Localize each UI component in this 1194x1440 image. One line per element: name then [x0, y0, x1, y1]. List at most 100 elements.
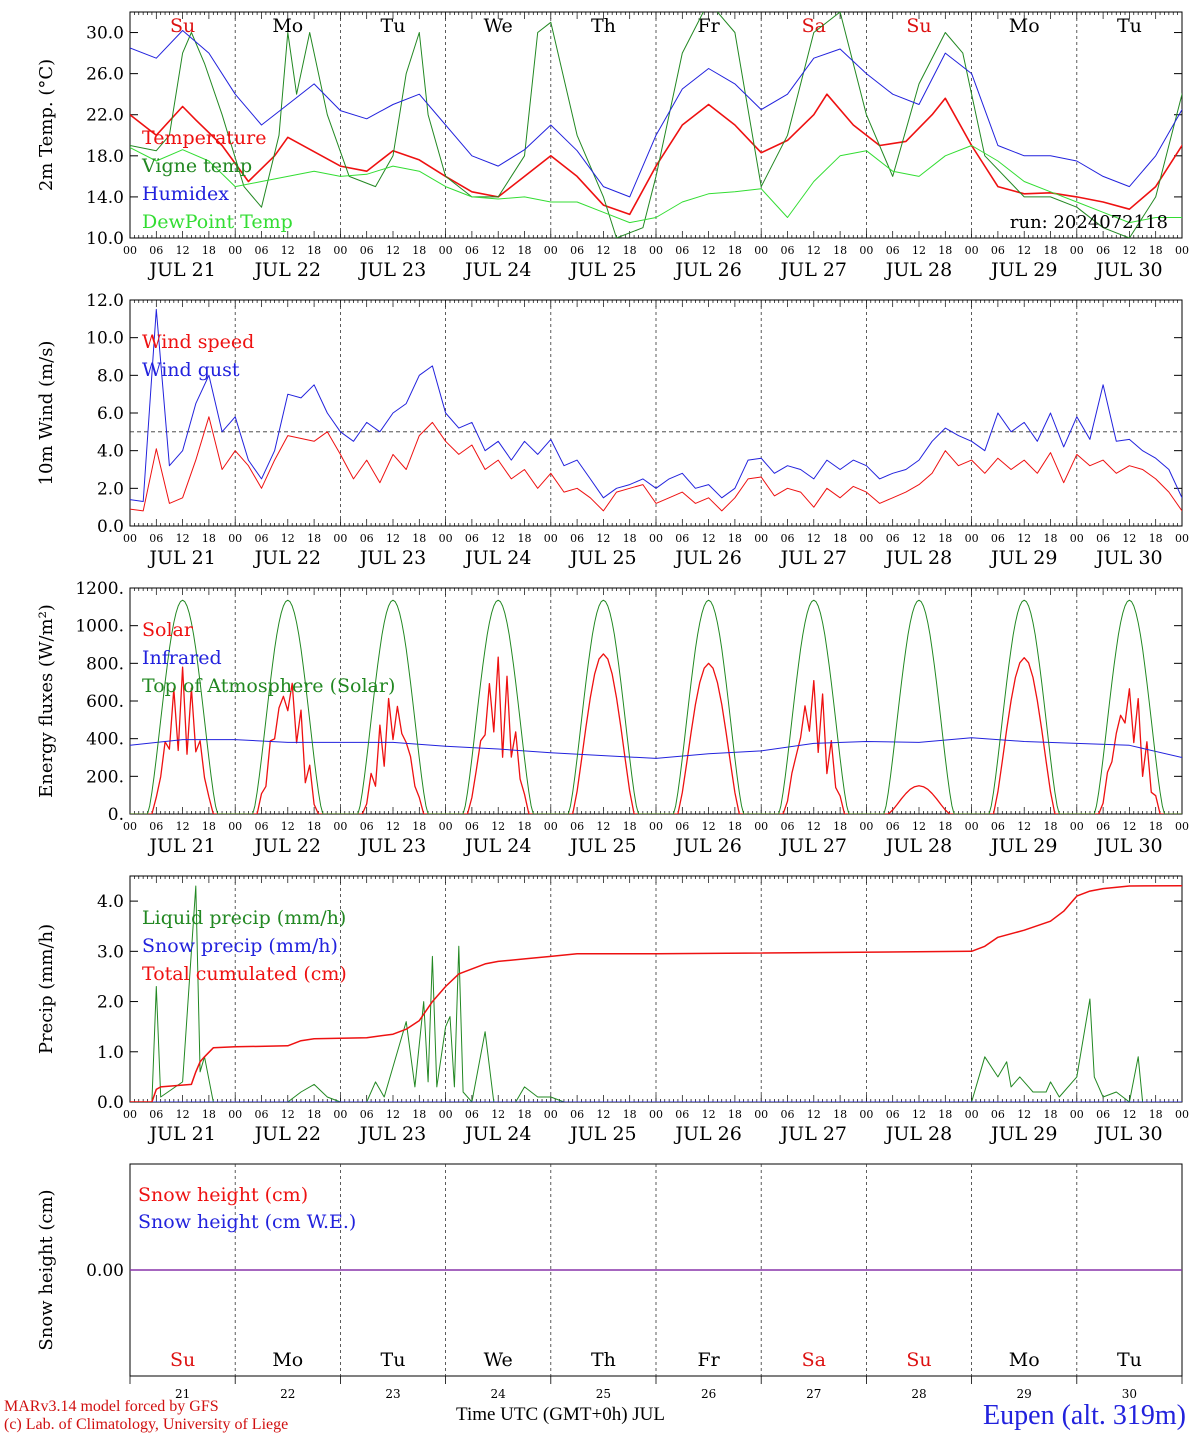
hour-tick-label: 18 [938, 244, 952, 257]
hour-tick-label: 00 [228, 244, 242, 257]
hour-tick-label: 12 [912, 532, 926, 545]
hour-tick-label: 06 [781, 1108, 795, 1121]
day-label: JUL 30 [1094, 547, 1162, 569]
hour-tick-label: 12 [281, 1108, 295, 1121]
hour-tick-label: 12 [281, 820, 295, 833]
day-label: JUL 28 [884, 259, 952, 281]
day-label: JUL 21 [147, 547, 215, 569]
legend-snow-height-cm: Snow height (cm) [138, 1184, 308, 1206]
y-tick-label: 10.0 [86, 229, 124, 249]
day-number-label: 30 [1122, 1387, 1137, 1401]
hour-tick-label: 00 [333, 820, 347, 833]
hour-tick-label: 12 [281, 244, 295, 257]
weekday-label: Sa [802, 1349, 826, 1371]
hour-tick-label: 18 [938, 820, 952, 833]
y-tick-label: 1200. [75, 579, 124, 599]
day-label: JUL 22 [253, 259, 321, 281]
hour-tick-label: 12 [596, 1108, 610, 1121]
hour-tick-label: 12 [386, 1108, 400, 1121]
hour-tick-label: 06 [255, 244, 269, 257]
legend-liquid-precip-mm-h: Liquid precip (mm/h) [142, 907, 346, 929]
hour-tick-label: 06 [360, 532, 374, 545]
day-label: JUL 25 [568, 547, 636, 569]
y-tick-label: 800. [86, 654, 124, 674]
hour-tick-label: 12 [176, 1108, 190, 1121]
series-wind-speed [130, 416, 1182, 512]
day-label: JUL 24 [463, 259, 531, 281]
day-label: JUL 22 [253, 1123, 321, 1145]
day-label: JUL 28 [884, 835, 952, 857]
hour-tick-label: 18 [1149, 1108, 1163, 1121]
hour-tick-label: 12 [1122, 532, 1136, 545]
legend-wind-speed: Wind speed [142, 331, 254, 353]
hour-tick-label: 00 [965, 244, 979, 257]
legend-temperature: Temperature [142, 127, 266, 149]
day-label: JUL 25 [568, 835, 636, 857]
day-label: JUL 22 [253, 547, 321, 569]
y-tick-label: 0.00 [86, 1261, 124, 1281]
hour-tick-label: 18 [938, 532, 952, 545]
y-axis-title: Precip (mm/h) [36, 924, 57, 1054]
hour-tick-label: 12 [176, 820, 190, 833]
day-label: JUL 23 [358, 259, 426, 281]
day-label: JUL 25 [568, 259, 636, 281]
hour-tick-label: 06 [255, 1108, 269, 1121]
day-number-label: 29 [1017, 1387, 1032, 1401]
hour-tick-label: 18 [412, 820, 426, 833]
hour-tick-label: 18 [1149, 820, 1163, 833]
hour-tick-label: 00 [439, 1108, 453, 1121]
hour-tick-label: 00 [1070, 820, 1084, 833]
hour-tick-label: 00 [754, 820, 768, 833]
hour-tick-label: 06 [570, 244, 584, 257]
hour-tick-label: 12 [596, 820, 610, 833]
hour-tick-label: 00 [649, 820, 663, 833]
hour-tick-label: 00 [965, 820, 979, 833]
hour-tick-label: 00 [859, 1108, 873, 1121]
day-label: JUL 30 [1094, 259, 1162, 281]
hour-tick-label: 12 [386, 820, 400, 833]
day-number-label: 21 [175, 1387, 190, 1401]
hour-tick-label: 12 [702, 532, 716, 545]
hour-tick-label: 12 [386, 244, 400, 257]
day-label: JUL 29 [989, 547, 1057, 569]
legend-solar: Solar [142, 619, 194, 641]
plot-area [130, 12, 1182, 238]
y-tick-label: 18.0 [86, 147, 124, 167]
hour-tick-label: 00 [228, 820, 242, 833]
y-tick-label: 4.0 [97, 892, 124, 912]
series-solar [130, 653, 1182, 814]
hour-tick-label: 18 [1149, 244, 1163, 257]
hour-tick-label: 00 [859, 532, 873, 545]
weekday-label: Tu [381, 15, 406, 37]
hour-tick-label: 00 [123, 820, 137, 833]
weekday-label: Tu [381, 1349, 406, 1371]
hour-tick-label: 18 [1044, 532, 1058, 545]
hour-tick-label: 00 [1175, 244, 1189, 257]
weekday-label: Fr [697, 1349, 720, 1371]
hour-tick-label: 18 [623, 532, 637, 545]
hour-tick-label: 12 [1017, 820, 1031, 833]
station-label: Eupen (alt. 319m) [983, 1400, 1186, 1431]
hour-tick-label: 18 [307, 244, 321, 257]
legend-snow-precip-mm-h: Snow precip (mm/h) [142, 935, 338, 957]
y-tick-label: 1000. [75, 617, 124, 637]
model-credit-line: MARv3.14 model forced by GFS [4, 1398, 219, 1415]
series-temperature [130, 93, 1182, 216]
panel-4: 00 06 12 18 JUL 21 00 06 12 18 JUL 22 00 06 12 18 JUL … [36, 875, 1189, 1145]
hour-tick-label: 12 [807, 244, 821, 257]
hour-tick-label: 12 [1122, 820, 1136, 833]
hour-tick-label: 00 [333, 1108, 347, 1121]
hour-tick-label: 12 [491, 244, 505, 257]
hour-tick-label: 18 [728, 532, 742, 545]
series-total-cumulated-cm [130, 884, 1182, 1102]
weekday-label: We [484, 15, 513, 37]
hour-tick-label: 06 [149, 820, 163, 833]
day-number-label: 25 [596, 1387, 611, 1401]
day-label: JUL 27 [779, 259, 847, 281]
y-tick-label: 2.0 [97, 479, 124, 499]
hour-tick-label: 18 [518, 244, 532, 257]
hour-tick-label: 18 [728, 244, 742, 257]
day-number-label: 22 [280, 1387, 295, 1401]
hour-tick-label: 12 [807, 820, 821, 833]
